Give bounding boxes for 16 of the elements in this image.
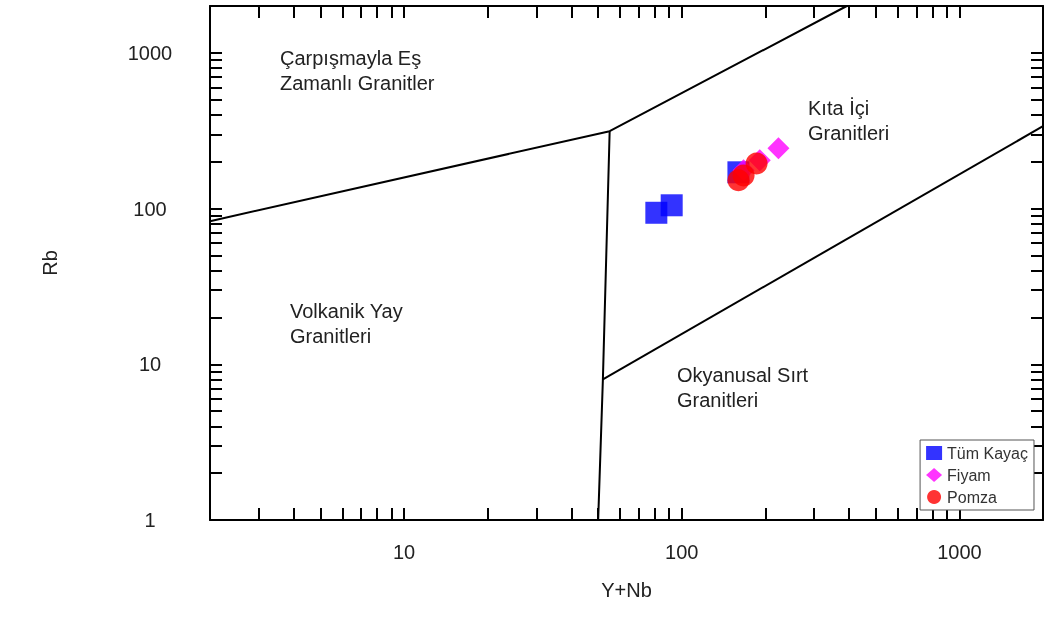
annotation: Çarpışmayla Eş Zamanlı Granitler <box>280 46 435 94</box>
x-tick-label: 100 <box>665 541 699 563</box>
x-axis-title: Y+Nb <box>601 579 652 601</box>
legend-label: Pomza <box>947 488 997 506</box>
legend-label: Tüm Kayaç <box>947 444 1029 462</box>
y-tick-label: 10 <box>138 353 162 376</box>
legend-label: Fiyam <box>947 466 991 484</box>
annotation: Okyanusal Sırt Granitleri <box>677 363 809 411</box>
annotation: Kıta İçi Granitleri <box>808 96 890 144</box>
annotation: Volkanik Yay Granitleri <box>290 299 403 347</box>
x-tick-label: 1000 <box>937 541 982 563</box>
y-axis-title: Rb <box>39 250 61 276</box>
x-tick-label: 10 <box>392 541 416 563</box>
y-tick-label: 100 <box>133 197 167 220</box>
y-tick-label: 1 <box>144 509 156 531</box>
y-tick-label: 1000 <box>127 41 173 64</box>
